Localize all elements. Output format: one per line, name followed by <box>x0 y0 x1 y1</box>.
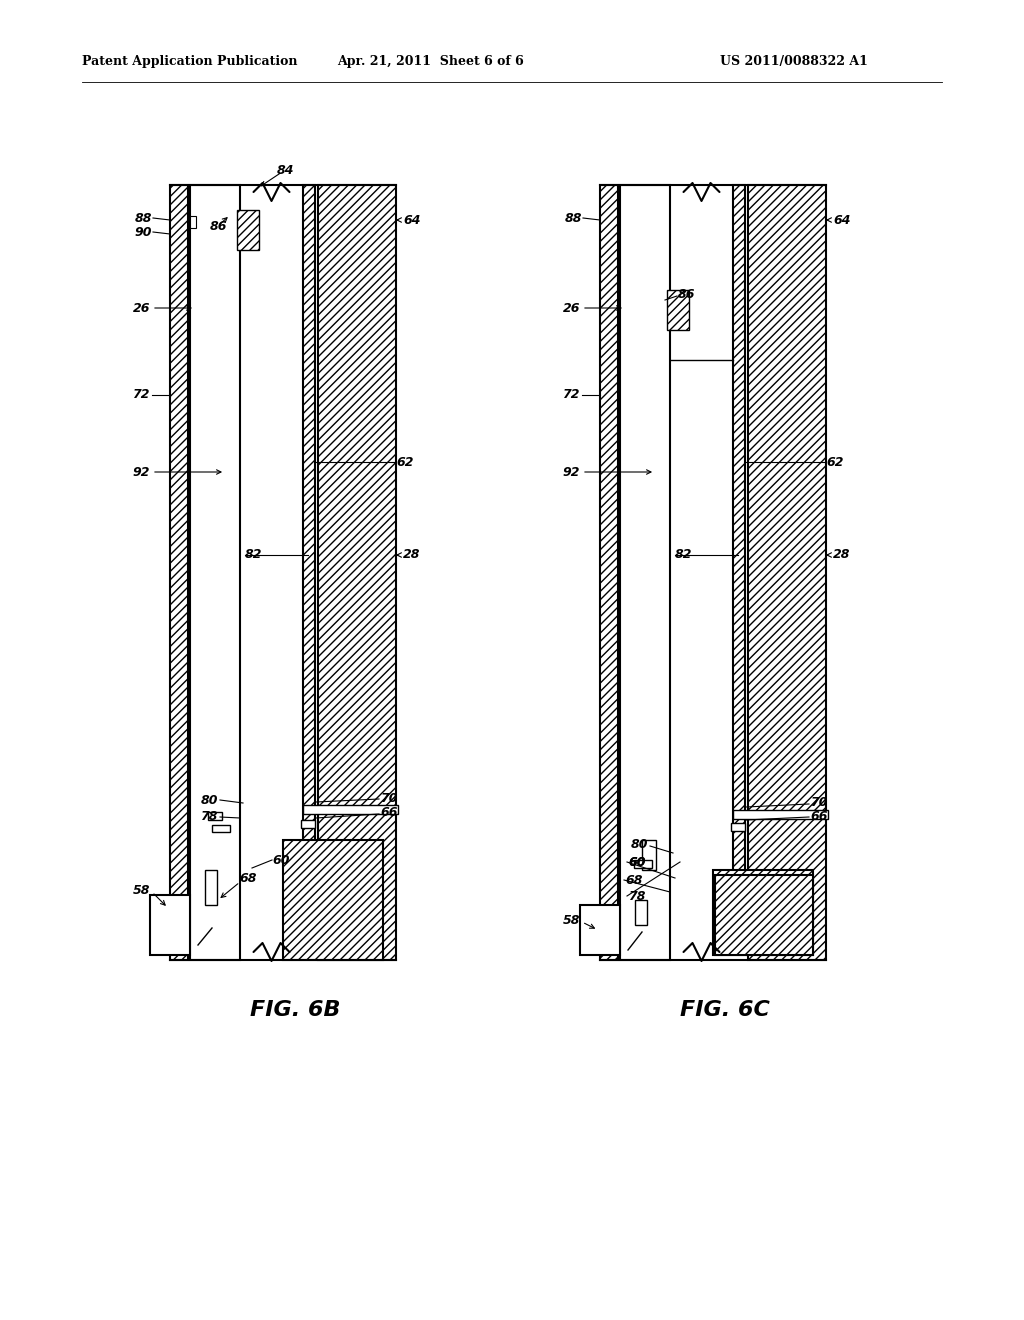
Text: 92: 92 <box>562 466 580 479</box>
Text: 80: 80 <box>201 793 218 807</box>
Text: 62: 62 <box>396 455 414 469</box>
Bar <box>301 820 315 828</box>
Text: 86: 86 <box>678 289 695 301</box>
Text: 66: 66 <box>380 807 397 820</box>
Bar <box>208 812 222 820</box>
Text: 72: 72 <box>562 388 580 401</box>
Text: 78: 78 <box>628 890 645 903</box>
Text: 88: 88 <box>564 211 582 224</box>
Text: 60: 60 <box>628 855 645 869</box>
Text: 62: 62 <box>826 455 844 469</box>
Bar <box>318 185 396 960</box>
Text: 92: 92 <box>132 466 150 479</box>
Text: Apr. 21, 2011  Sheet 6 of 6: Apr. 21, 2011 Sheet 6 of 6 <box>337 55 523 69</box>
Bar <box>600 185 618 960</box>
Bar <box>733 810 828 818</box>
Text: 26: 26 <box>132 301 150 314</box>
Text: 64: 64 <box>403 214 421 227</box>
Text: 70: 70 <box>380 792 397 804</box>
Text: 60: 60 <box>628 855 645 869</box>
Text: 84: 84 <box>276 164 294 177</box>
Text: 90: 90 <box>134 226 152 239</box>
Bar <box>580 906 620 954</box>
Bar <box>642 840 656 870</box>
Text: FIG. 6C: FIG. 6C <box>680 1001 770 1020</box>
Text: 68: 68 <box>625 874 642 887</box>
Text: 60: 60 <box>272 854 290 866</box>
Bar <box>237 210 259 249</box>
Text: Patent Application Publication: Patent Application Publication <box>82 55 298 69</box>
Text: US 2011/0088322 A1: US 2011/0088322 A1 <box>720 55 868 69</box>
Bar <box>283 840 383 960</box>
Text: 82: 82 <box>245 549 262 561</box>
Bar <box>635 900 647 925</box>
Bar <box>733 185 745 921</box>
Text: 86: 86 <box>209 219 226 232</box>
Text: 28: 28 <box>403 549 421 561</box>
Text: 58: 58 <box>132 883 150 896</box>
Text: 64: 64 <box>833 214 851 227</box>
Text: 58: 58 <box>562 913 580 927</box>
Text: FIG. 6B: FIG. 6B <box>250 1001 340 1020</box>
Bar <box>170 185 188 960</box>
Text: 68: 68 <box>240 871 257 884</box>
Bar <box>748 185 826 960</box>
Text: 78: 78 <box>201 810 218 824</box>
Bar <box>303 185 315 867</box>
Text: 72: 72 <box>132 388 150 401</box>
Bar <box>634 861 652 869</box>
Text: 28: 28 <box>833 549 851 561</box>
Bar <box>190 185 240 960</box>
Bar <box>303 805 398 814</box>
Text: 88: 88 <box>134 211 152 224</box>
Bar <box>715 875 813 954</box>
Text: 70: 70 <box>810 796 827 809</box>
Bar <box>190 216 196 228</box>
Text: 82: 82 <box>675 549 692 561</box>
Bar <box>620 185 670 960</box>
Text: 26: 26 <box>562 301 580 314</box>
Bar <box>713 870 813 954</box>
Bar <box>212 825 230 832</box>
Bar <box>150 895 190 954</box>
Text: 80: 80 <box>631 838 648 851</box>
Bar <box>667 290 689 330</box>
Bar <box>205 870 217 906</box>
Text: 66: 66 <box>810 809 827 822</box>
Bar <box>731 822 745 832</box>
